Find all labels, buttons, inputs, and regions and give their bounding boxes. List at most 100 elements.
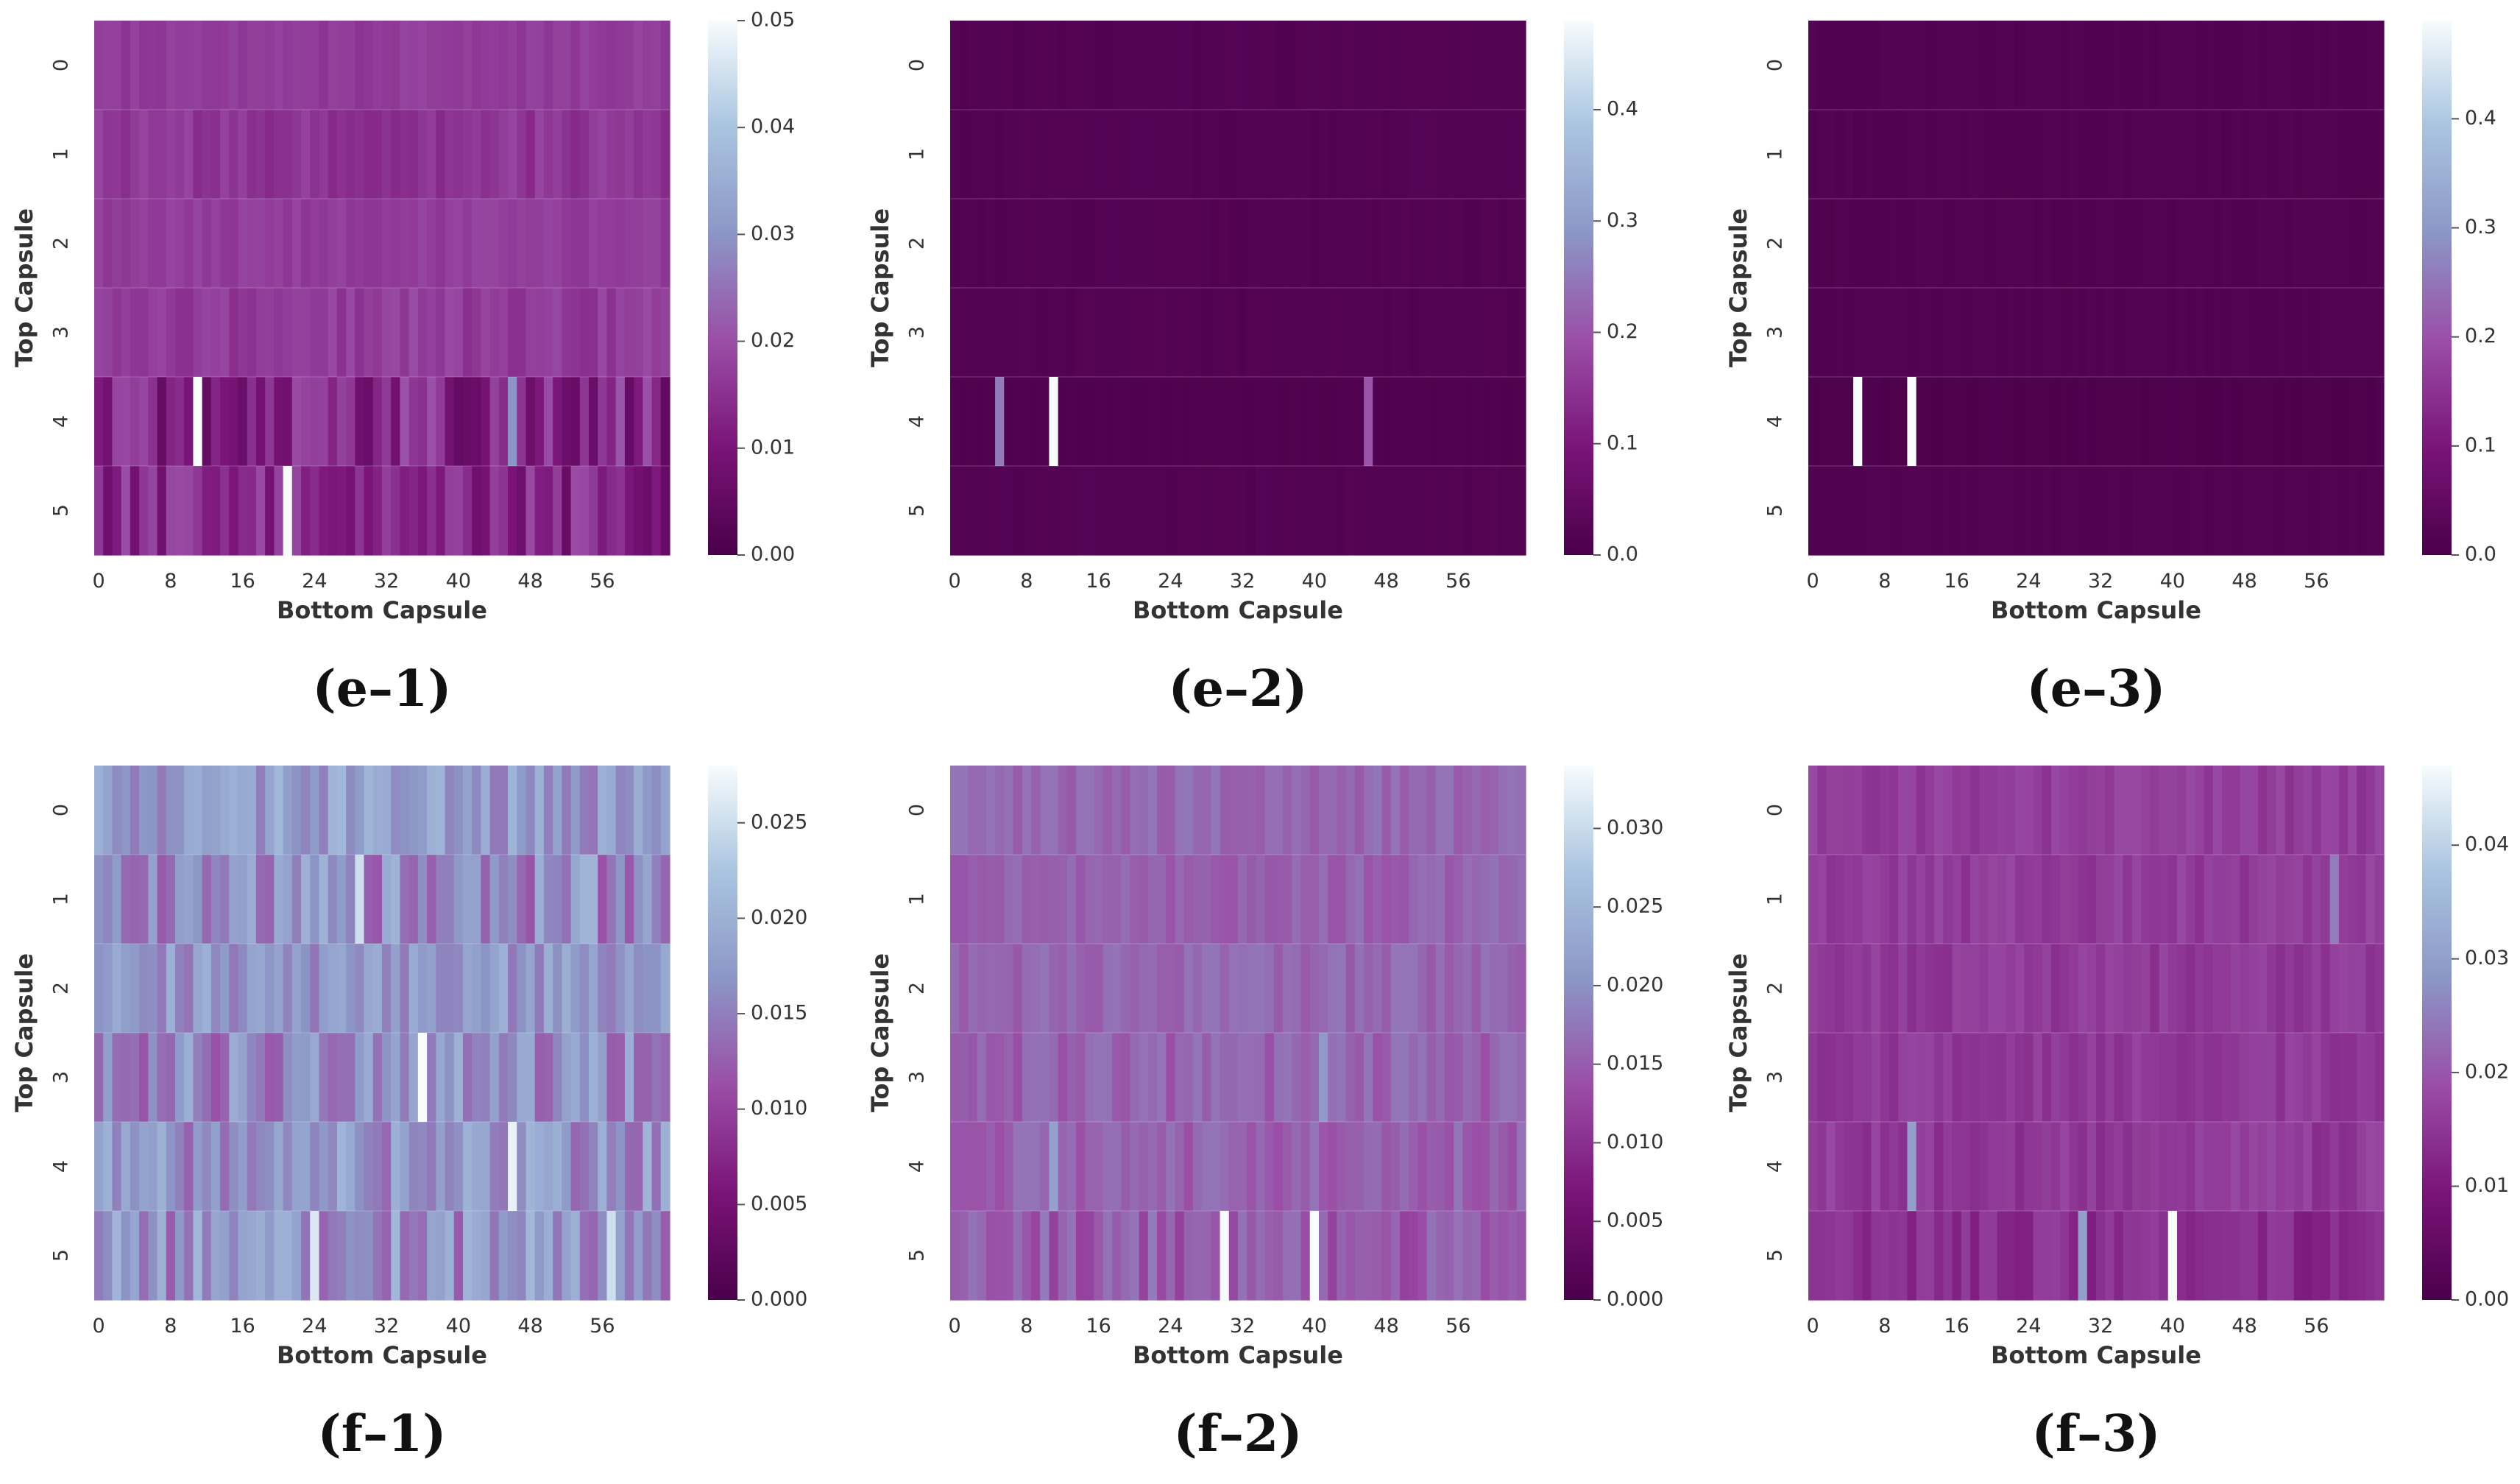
heatmap-cell <box>2114 466 2124 556</box>
heatmap-cell <box>2312 944 2322 1034</box>
heatmap-cell <box>1264 1033 1275 1123</box>
heatmap-cell <box>1498 1122 1509 1212</box>
heatmap-cell <box>319 1122 329 1212</box>
heatmap-cell <box>1480 1033 1490 1123</box>
heatmap-cell <box>2195 766 2205 855</box>
heatmap-cell <box>1853 110 1863 199</box>
heatmap-cell <box>112 377 122 467</box>
heatmap-cell <box>2131 1033 2142 1123</box>
heatmap-cell <box>2204 855 2214 944</box>
heatmap-cell <box>1507 1211 1518 1301</box>
heatmap-cell <box>274 944 284 1034</box>
heatmap-cell <box>1111 1122 1122 1212</box>
heatmap-cell <box>598 1211 608 1301</box>
heatmap-cell <box>1871 288 1881 378</box>
heatmap-cell <box>2176 944 2187 1034</box>
heatmap-cell <box>489 377 500 467</box>
colorbar-tick-label: 0.030 <box>1607 816 1663 839</box>
heatmap-cell <box>328 766 338 855</box>
heatmap-cell <box>408 1122 419 1212</box>
heatmap-cell <box>1988 110 1998 199</box>
heatmap-cell <box>1111 944 1122 1034</box>
heatmap-cell <box>202 944 212 1034</box>
heatmap-cell <box>570 377 581 467</box>
heatmap-cell <box>2114 377 2124 467</box>
heatmap-cell <box>1058 1211 1068 1301</box>
heatmap-cell <box>1004 855 1014 944</box>
heatmap-cell <box>2096 288 2106 378</box>
heatmap-cell <box>1516 21 1526 110</box>
heatmap-cell <box>1844 110 1854 199</box>
heatmap-cell <box>166 855 176 944</box>
heatmap-cell <box>660 288 670 378</box>
heatmap-cell <box>2338 1122 2349 1212</box>
heatmap-cell <box>166 1211 176 1301</box>
heatmap-cell <box>2186 766 2196 855</box>
heatmap-cell <box>1256 766 1266 855</box>
heatmap-cell <box>2159 110 2169 199</box>
heatmap-cell <box>1844 1122 1854 1212</box>
heatmap-cell <box>291 944 302 1034</box>
heatmap-cell <box>1826 855 1836 944</box>
heatmap-cell <box>2087 288 2097 378</box>
heatmap-cell <box>1516 1211 1526 1301</box>
heatmap-cell <box>472 1122 482 1212</box>
heatmap-cell <box>1228 110 1239 199</box>
heatmap-cell <box>1862 377 1872 467</box>
heatmap-cell <box>291 377 302 467</box>
heatmap-cell <box>2131 855 2142 944</box>
heatmap-cell <box>1004 1211 1014 1301</box>
heatmap-cell <box>372 944 383 1034</box>
heatmap-cell <box>229 855 239 944</box>
y-tick-label: 5 <box>50 504 73 517</box>
heatmap-cell <box>2114 288 2124 378</box>
heatmap-cell <box>247 1033 257 1123</box>
y-tick-label: 4 <box>1764 1160 1787 1173</box>
heatmap-cell <box>1309 1122 1320 1212</box>
heatmap-cell <box>112 1211 122 1301</box>
heatmap-cell <box>382 944 392 1034</box>
heatmap-cell <box>445 110 455 199</box>
heatmap-cell <box>202 466 212 556</box>
heatmap-cell <box>2338 855 2349 944</box>
heatmap-cell <box>1934 466 1944 556</box>
heatmap-cell <box>579 21 590 110</box>
heatmap-cell <box>1147 199 1158 289</box>
x-axis-label: Bottom Capsule <box>1133 596 1343 624</box>
heatmap-cell <box>265 21 275 110</box>
heatmap-cell <box>579 1211 590 1301</box>
heatmap-cell <box>1066 855 1077 944</box>
heatmap-cell <box>355 377 365 467</box>
heatmap-cell <box>1121 466 1130 556</box>
heatmap-cell <box>1907 21 1917 110</box>
heatmap-cell <box>1139 377 1149 467</box>
heatmap-cell <box>1238 466 1247 556</box>
heatmap-cell <box>2329 199 2340 289</box>
heatmap-cell <box>2033 1033 2043 1123</box>
heatmap-cell <box>2176 199 2187 289</box>
heatmap-cell <box>1318 110 1328 199</box>
heatmap-cell <box>2348 110 2357 199</box>
heatmap-cell <box>489 288 500 378</box>
heatmap-cell <box>265 1122 275 1212</box>
heatmap-cell <box>427 1211 436 1301</box>
heatmap-cell <box>2267 1033 2276 1123</box>
heatmap-cell <box>328 110 338 199</box>
heatmap-cell <box>1373 1211 1383 1301</box>
heatmap-cell <box>2240 21 2250 110</box>
heatmap-cell <box>2114 1211 2124 1301</box>
heatmap-cell <box>391 21 401 110</box>
heatmap-cell <box>2176 1122 2187 1212</box>
heatmap-cell <box>1040 766 1050 855</box>
heatmap-cell <box>184 1033 194 1123</box>
heatmap-cell <box>1373 288 1383 378</box>
heatmap-cell <box>579 1122 590 1212</box>
heatmap-cell <box>2150 1211 2160 1301</box>
heatmap-cell <box>1337 766 1347 855</box>
heatmap-cell <box>2267 110 2276 199</box>
heatmap-cell <box>598 766 608 855</box>
heatmap-cell <box>634 21 643 110</box>
heatmap-cell <box>624 855 634 944</box>
heatmap-cell <box>1264 1122 1275 1212</box>
